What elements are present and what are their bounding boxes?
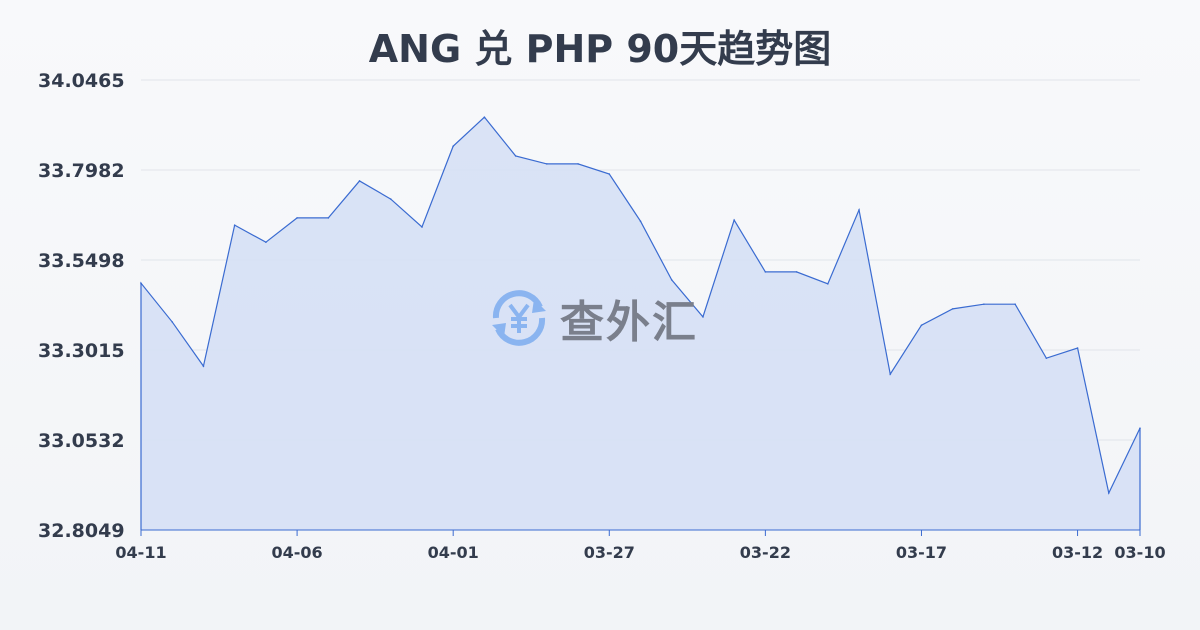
y-tick-label: 33.0532 [38,430,125,452]
data-point [202,365,205,367]
y-tick-label: 33.3015 [38,340,125,362]
yen-exchange-icon [492,290,546,346]
data-point [233,224,236,226]
data-point [389,198,392,200]
x-tick-label: 03-10 [1114,543,1165,562]
x-tick-label: 03-17 [896,543,947,562]
data-point [1107,492,1110,494]
x-tick-label: 04-01 [428,543,479,562]
data-point [296,217,298,219]
x-tick-label: 03-22 [740,543,791,562]
x-tick-label: 03-27 [584,543,635,562]
data-point [1014,303,1016,305]
data-point [171,321,174,323]
data-point [1076,347,1079,349]
data-point [452,145,454,147]
data-point [608,173,611,175]
data-point [983,303,985,305]
data-point [764,271,767,273]
x-tick-label: 03-12 [1052,543,1103,562]
data-point [795,271,798,273]
data-point [577,163,579,165]
chart-title: ANG 兑 PHP 90天趋势图 [368,27,832,71]
data-point [140,282,142,284]
data-point [733,219,735,221]
y-tick-label: 34.0465 [38,70,125,92]
data-point [546,163,548,165]
y-tick-label: 33.5498 [38,250,125,272]
data-point [889,373,892,375]
x-tick-label: 04-11 [115,543,166,562]
data-point [327,217,330,219]
data-point [1139,427,1141,429]
area-fill [141,117,1140,530]
y-tick-label: 32.8049 [38,520,125,542]
data-point [421,226,423,228]
data-point [265,241,267,243]
data-point [858,209,860,211]
data-point [670,279,673,281]
data-point [827,283,829,285]
x-tick-label: 04-06 [272,543,323,562]
watermark: 查外汇 [488,286,698,350]
data-point [358,180,361,182]
data-point [920,324,923,326]
data-point [514,155,517,157]
data-point [639,220,642,222]
watermark-text: 查外汇 [560,297,698,348]
data-point [951,308,954,310]
data-point [702,316,704,318]
data-point [1045,357,1048,359]
y-tick-label: 33.7982 [38,160,125,182]
data-point [483,116,486,118]
